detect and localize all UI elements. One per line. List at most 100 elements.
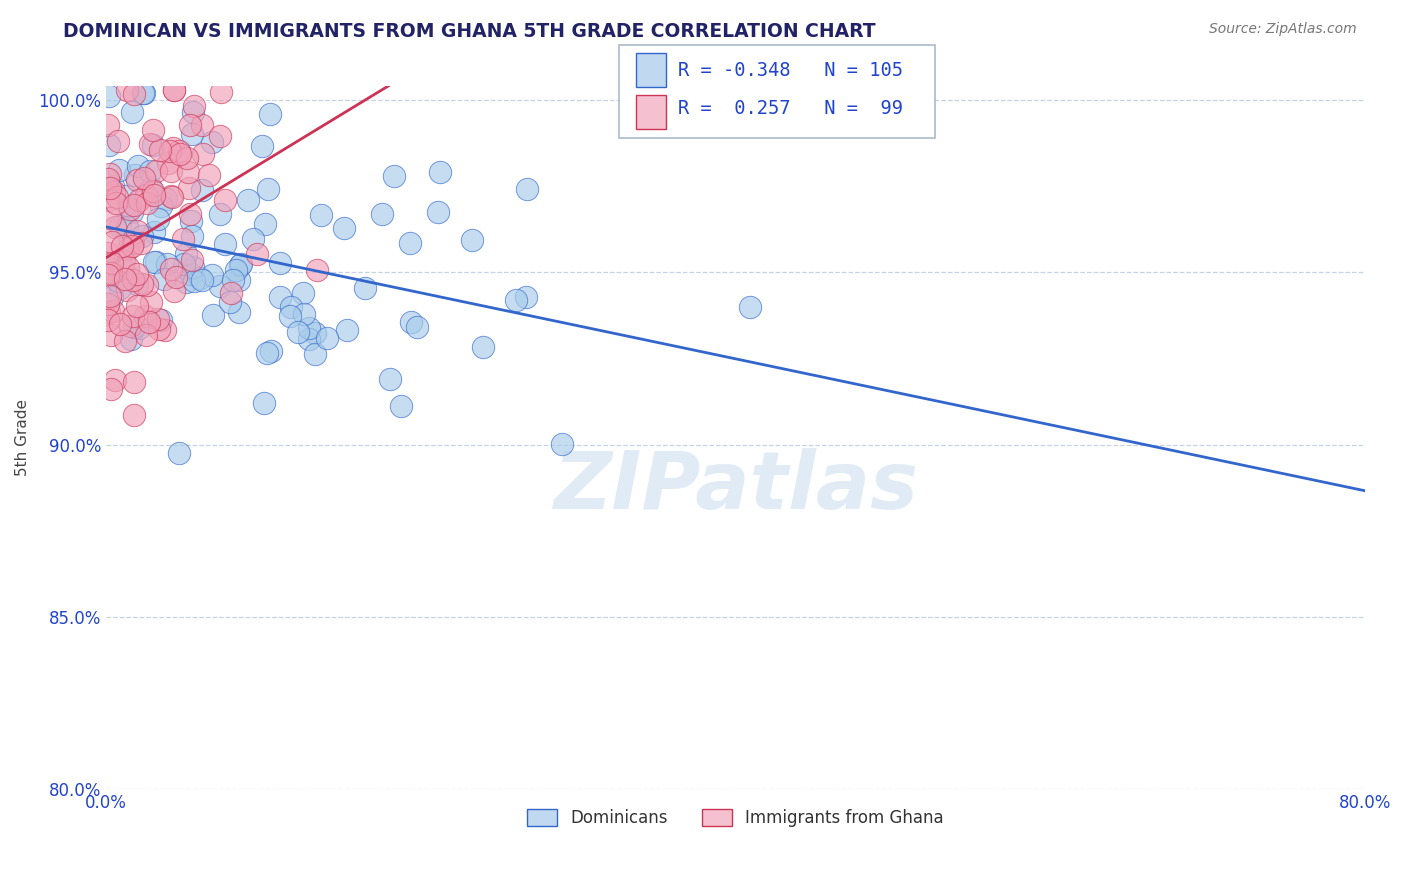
Point <box>304 326 326 340</box>
Point <box>389 400 412 414</box>
Point <box>149 313 172 327</box>
Point <box>382 169 405 183</box>
Point <box>214 193 236 207</box>
Point <box>429 165 451 179</box>
Point <box>214 237 236 252</box>
Point <box>551 437 574 451</box>
Point <box>209 129 232 144</box>
Point <box>505 293 527 307</box>
Point <box>114 334 136 348</box>
Point <box>160 190 183 204</box>
Point <box>110 219 132 234</box>
Point <box>115 219 138 234</box>
Point <box>143 225 166 239</box>
Point <box>167 446 190 460</box>
Point <box>145 164 167 178</box>
Point <box>174 275 197 289</box>
Point <box>120 319 142 334</box>
Point <box>190 183 212 197</box>
Point <box>298 332 321 346</box>
Point <box>100 266 122 280</box>
Point <box>125 267 148 281</box>
Point <box>110 318 132 332</box>
Point <box>260 344 283 359</box>
Point <box>405 319 427 334</box>
Text: ZIPatlas: ZIPatlas <box>553 448 918 526</box>
Point <box>124 375 146 389</box>
Point <box>399 235 422 250</box>
Point <box>97 265 120 279</box>
Point <box>209 207 232 221</box>
Point <box>100 211 122 225</box>
Point <box>107 274 129 288</box>
Point <box>181 229 204 244</box>
Point <box>129 236 152 251</box>
Point <box>121 238 143 252</box>
Point <box>150 199 173 213</box>
Point <box>159 144 181 158</box>
Point <box>304 347 326 361</box>
Text: DOMINICAN VS IMMIGRANTS FROM GHANA 5TH GRADE CORRELATION CHART: DOMINICAN VS IMMIGRANTS FROM GHANA 5TH G… <box>63 22 876 41</box>
Point <box>122 319 145 334</box>
Point <box>97 313 120 327</box>
Point <box>97 119 120 133</box>
Point <box>250 139 273 153</box>
Point <box>142 188 165 202</box>
Point <box>128 193 150 207</box>
Point <box>257 182 280 196</box>
Point <box>148 322 170 336</box>
Point <box>174 247 197 261</box>
Point <box>516 182 538 196</box>
Point <box>167 145 190 159</box>
Point <box>125 299 148 313</box>
Point <box>280 300 302 314</box>
Point <box>98 181 121 195</box>
Point <box>159 261 181 276</box>
Point <box>461 233 484 247</box>
Point <box>118 198 141 212</box>
Point <box>122 273 145 287</box>
Point <box>209 278 232 293</box>
Point <box>110 280 132 294</box>
Point <box>305 263 328 277</box>
Point <box>183 99 205 113</box>
Point <box>172 232 194 246</box>
Point <box>98 167 121 181</box>
Text: R =  0.257   N =  99: R = 0.257 N = 99 <box>678 99 903 118</box>
Point <box>209 85 232 99</box>
Point <box>198 168 221 182</box>
Point <box>139 137 162 152</box>
Point <box>139 163 162 178</box>
Point <box>115 83 138 97</box>
Point <box>242 232 264 246</box>
Point <box>181 104 204 119</box>
Point <box>202 308 225 322</box>
Y-axis label: 5th Grade: 5th Grade <box>15 400 30 476</box>
Point <box>124 87 146 101</box>
Point <box>121 235 143 250</box>
Point <box>155 323 177 337</box>
Point <box>219 286 242 301</box>
Point <box>128 321 150 335</box>
Point <box>219 295 242 310</box>
Point <box>98 261 121 276</box>
Point <box>112 260 135 275</box>
Point <box>142 184 165 198</box>
Point <box>127 159 149 173</box>
Point <box>228 305 250 319</box>
Point <box>163 83 186 97</box>
Point <box>114 253 136 268</box>
Point <box>191 273 214 287</box>
Point <box>180 213 202 227</box>
Point <box>142 254 165 268</box>
Point <box>103 185 125 199</box>
Point <box>238 194 260 208</box>
Point <box>179 118 201 132</box>
Point <box>180 253 202 268</box>
Point <box>100 328 122 343</box>
Point <box>155 192 177 206</box>
Point <box>124 198 146 212</box>
Point <box>121 309 143 323</box>
Point <box>141 295 163 310</box>
Point <box>246 247 269 261</box>
